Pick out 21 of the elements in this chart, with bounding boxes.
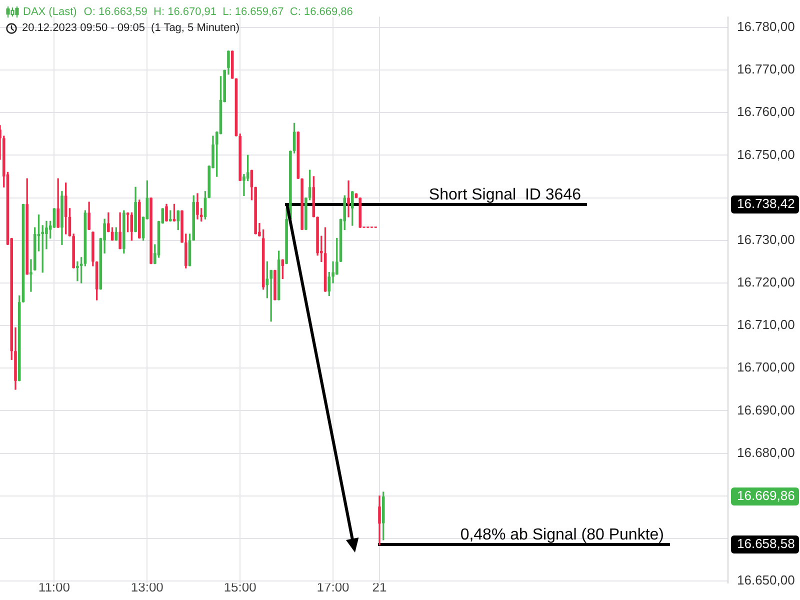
y-tick-label: 16.770,00 [737,62,795,77]
y-tick-label: 16.730,00 [737,232,795,247]
ref-line-label: 0,48% ab Signal (80 Punkte) [460,526,664,544]
y-tick-label: 16.669,86 [737,488,795,504]
y-tick-label: 16.750,00 [737,146,795,162]
y-tick-label: 16.720,00 [737,274,795,290]
y-tick-label: 16.658,58 [737,536,795,552]
y-tick-label: 16.710,00 [737,317,795,332]
y-tick-label: 16.760,00 [737,104,795,120]
annotation: O: 16.663,59 H: 16.670,91 L: 16.659,67 C: 16.669,86 [84,5,353,20]
chart-title: DAX (Last) [23,5,77,20]
ref-line-label: Short Signal ID 3646 [428,186,582,204]
y-tick-label: 16.738,42 [737,196,795,212]
y-tick-label: 16.780,00 [737,19,795,34]
y-tick-label: 16.650,00 [737,572,795,588]
text: 20.12.2023 09:50 - 09:05 (1 Tag, 5 Minuten) [22,21,240,36]
y-tick-label: 16.680,00 [737,444,795,460]
candlestick [76,261,79,282]
y-tick-label: 16.700,00 [737,360,795,375]
y-tick-label: 16.690,00 [737,402,795,418]
candlestick [347,180,350,218]
